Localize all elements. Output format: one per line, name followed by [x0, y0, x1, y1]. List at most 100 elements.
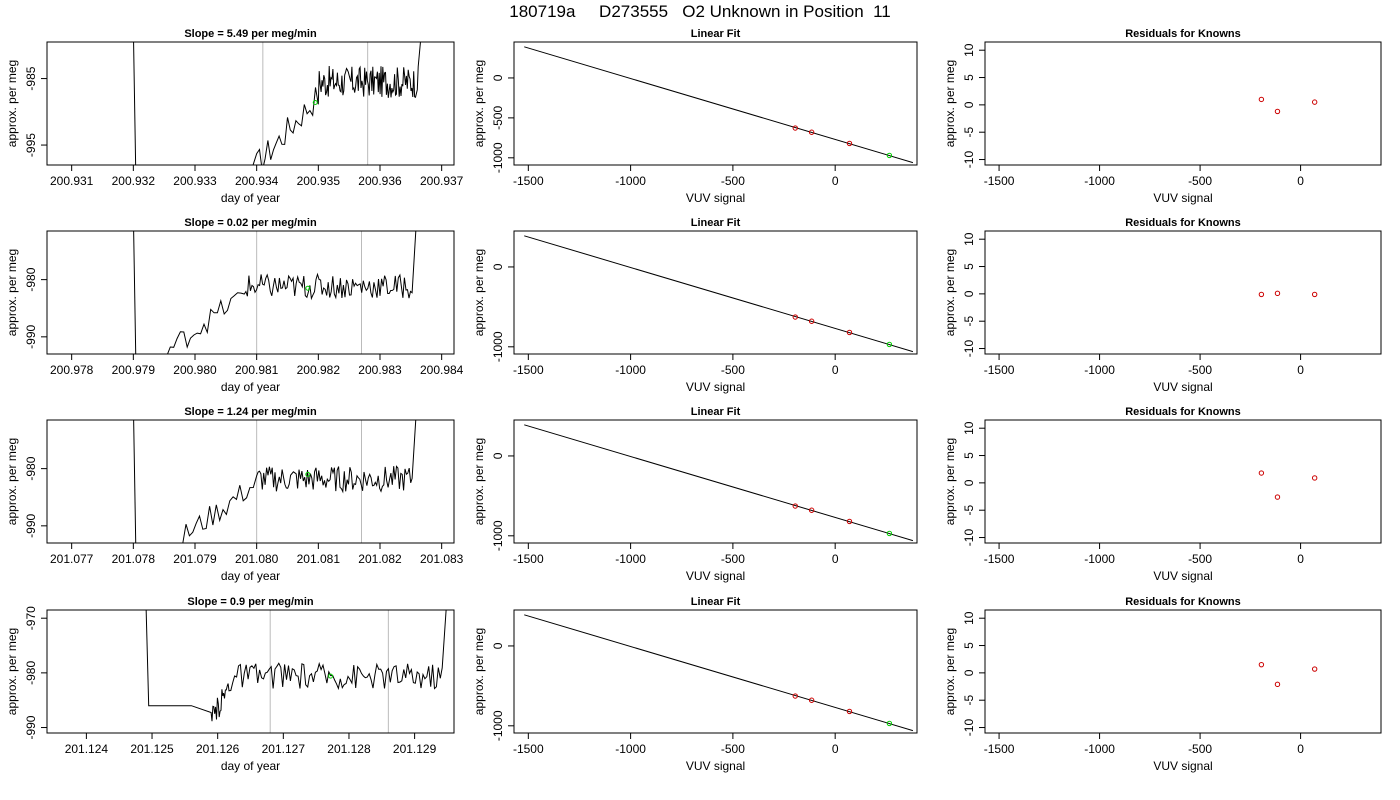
x-tick-label: 201.127 [262, 742, 306, 756]
y-tick-label: -10 [962, 529, 976, 547]
x-tick-label: -500 [1188, 363, 1212, 377]
y-tick-label: 10 [962, 421, 976, 435]
plot-frame [513, 41, 918, 166]
x-tick-label: -1000 [1084, 363, 1115, 377]
known-point [792, 125, 798, 131]
panel-title: Slope = 5.49 per meg/min [184, 28, 317, 40]
x-tick-label: -1000 [615, 552, 646, 566]
x-tick-label: 0 [1297, 174, 1304, 188]
y-axis-label: approx. per meg [943, 438, 957, 525]
panel-r0-c0: Slope = 5.49 per meg/min day of year appro… [5, 28, 464, 205]
y-axis-label: approx. per meg [5, 628, 19, 715]
residual-point [1258, 470, 1265, 476]
x-tick-label: 200.931 [50, 174, 94, 188]
x-tick-label: -1000 [615, 742, 646, 756]
plot-frame [984, 230, 1382, 355]
signal-trace [145, 610, 447, 722]
panel-r2-c0: Slope = 1.24 per meg/min day of year appro… [5, 406, 464, 583]
x-axis-label: VUV signal [686, 759, 745, 773]
x-axis-label: VUV signal [1153, 191, 1212, 205]
x-tick-label: 200.934 [235, 174, 279, 188]
x-tick-label: -500 [721, 363, 745, 377]
known-point [846, 329, 853, 336]
panel-title: Linear Fit [691, 406, 741, 418]
plot-area [524, 235, 914, 353]
unknown-point [886, 341, 893, 348]
x-tick-label: 201.125 [130, 742, 174, 756]
x-tick-label: -500 [721, 174, 745, 188]
known-point [792, 503, 798, 509]
signal-trace [133, 231, 417, 354]
x-tick-label: -500 [1188, 174, 1212, 188]
residual-point [1258, 291, 1265, 298]
panel-r1-c2: Residuals for Knowns VUV signal approx. pe… [943, 217, 1382, 394]
x-tick-label: -1500 [513, 174, 544, 188]
panel-title: Slope = 0.02 per meg/min [184, 217, 317, 229]
y-tick-label: -500 [491, 106, 505, 130]
y-tick-label: -5 [962, 316, 976, 327]
unknown-point [886, 152, 893, 159]
panel-r0-c1: Linear Fit VUV signal approx. per meg -1500… [472, 28, 918, 205]
x-tick-label: 0 [1297, 742, 1304, 756]
x-tick-label: 201.080 [235, 552, 279, 566]
plot-area [524, 424, 914, 542]
x-tick-label: 200.932 [112, 174, 156, 188]
y-tick-label: -990 [24, 715, 38, 739]
known-point [808, 697, 815, 703]
x-tick-label: -1000 [1084, 552, 1115, 566]
x-tick-label: 200.937 [420, 174, 464, 188]
x-axis-label: VUV signal [1153, 380, 1212, 394]
plot-area [1258, 290, 1318, 298]
x-tick-label: 0 [832, 174, 839, 188]
plot-area [1258, 470, 1318, 500]
residual-point [1274, 681, 1281, 688]
x-tick-label: -1500 [513, 363, 544, 377]
unknown-point [886, 530, 893, 537]
panel-r3-c1: Linear Fit VUV signal approx. per meg -1500… [472, 596, 918, 773]
x-axis-label: VUV signal [1153, 569, 1212, 583]
unknown-marker [305, 285, 311, 291]
y-tick-label: 0 [962, 101, 976, 108]
x-axis-label: VUV signal [686, 569, 745, 583]
x-axis-label: VUV signal [686, 191, 745, 205]
x-tick-label: -500 [1188, 742, 1212, 756]
known-point [846, 518, 853, 525]
x-tick-label: 200.933 [173, 174, 217, 188]
y-tick-label: -5 [962, 127, 976, 138]
panel-title: Linear Fit [691, 28, 741, 40]
x-tick-label: -1500 [513, 552, 544, 566]
x-tick-label: -1000 [1084, 742, 1115, 756]
fit-line [524, 614, 914, 732]
x-tick-label: 200.981 [235, 363, 279, 377]
y-tick-label: 0 [962, 479, 976, 486]
x-tick-label: 200.984 [420, 363, 464, 377]
plot-frame [984, 609, 1382, 734]
panel-r2-c1: Linear Fit VUV signal approx. per meg -1500… [472, 406, 918, 583]
known-point [792, 314, 798, 320]
y-axis-label: approx. per meg [472, 249, 486, 336]
x-tick-label: 200.936 [358, 174, 402, 188]
panel-title: Slope = 1.24 per meg/min [184, 406, 317, 418]
x-tick-label: 0 [1297, 552, 1304, 566]
x-tick-label: -500 [721, 742, 745, 756]
y-tick-label: 0 [491, 263, 505, 270]
y-tick-label: -990 [24, 514, 38, 538]
x-tick-label: -1500 [513, 742, 544, 756]
x-tick-label: 200.978 [50, 363, 94, 377]
y-tick-label: -1000 [491, 142, 505, 173]
x-tick-label: 201.128 [327, 742, 371, 756]
plot-frame [984, 41, 1382, 166]
y-tick-label: 10 [962, 43, 976, 57]
y-tick-label: -10 [962, 340, 976, 358]
y-tick-label: -10 [962, 719, 976, 737]
panel-r2-c2: Residuals for Knowns VUV signal approx. pe… [943, 406, 1382, 583]
y-axis-label: approx. per meg [943, 628, 957, 715]
y-axis-label: approx. per meg [472, 438, 486, 525]
x-tick-label: 0 [1297, 363, 1304, 377]
x-tick-label: 201.081 [297, 552, 341, 566]
plot-frame [984, 419, 1382, 544]
plot-frame [46, 230, 455, 355]
x-tick-label: 200.979 [112, 363, 156, 377]
plot-area [133, 420, 417, 543]
